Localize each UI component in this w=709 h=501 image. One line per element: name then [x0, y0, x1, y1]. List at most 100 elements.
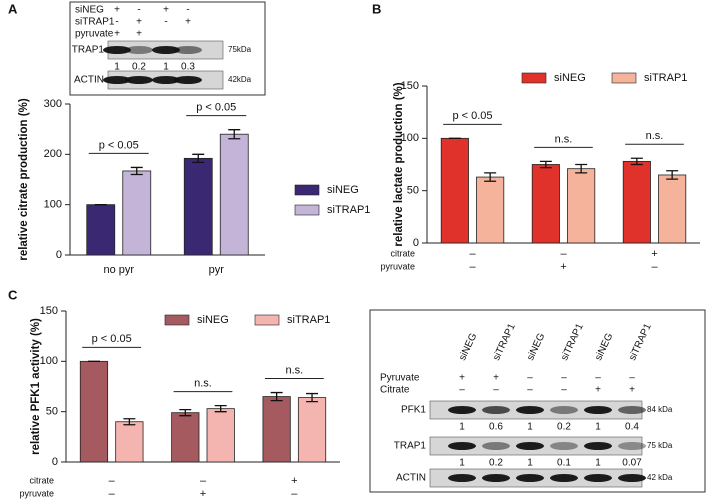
band-quant: 0.07 [622, 458, 642, 469]
condition-value: + [459, 373, 465, 384]
bar [567, 168, 596, 244]
condition-value: + [114, 29, 120, 40]
condition-value: – [595, 373, 601, 384]
bar [658, 174, 687, 244]
x-tick-label: no pyr [103, 264, 134, 276]
panel-label: B [372, 1, 381, 16]
y-axis-label: relative citrate production (%) [18, 98, 30, 260]
condition-value: – [527, 373, 533, 384]
blot-row-label: TRAP1 [72, 45, 105, 56]
condition-value: – [493, 385, 499, 396]
band-quant: 0.4 [625, 422, 639, 433]
blot-row-label: PFK1 [401, 405, 426, 416]
condition-value: - [137, 5, 140, 16]
blot-band [174, 46, 202, 54]
annotation: p < 0.05 [196, 102, 236, 114]
bar [86, 204, 116, 256]
y-tick-label: 300 [44, 98, 62, 110]
bar [79, 360, 109, 463]
error-bar [630, 157, 643, 166]
blot-band [618, 474, 646, 482]
lane-label: siNEG [525, 331, 547, 362]
legend-swatch [294, 184, 320, 196]
bar [183, 157, 213, 256]
annotation: p < 0.05 [92, 333, 132, 345]
condition-value: + [560, 261, 566, 273]
condition-value: – [561, 373, 567, 384]
blot-frame [369, 309, 706, 493]
legend-label: siNEG [327, 184, 359, 196]
band-quant: 0.6 [489, 422, 503, 433]
condition-value: – [109, 475, 116, 487]
band-quant: 1 [527, 458, 533, 469]
band-quant: 0.2 [557, 422, 571, 433]
condition-value: – [109, 488, 116, 500]
band-quant: 1 [595, 458, 601, 469]
error-bar [192, 153, 205, 164]
legend-label: siTRAP1 [287, 314, 330, 326]
band-quant: 1 [459, 458, 465, 469]
blot-band [448, 474, 476, 482]
y-axis-label: relative PFK1 activity (%) [30, 318, 42, 455]
error-bar [666, 170, 679, 180]
condition-value: + [114, 5, 120, 16]
condition-label: pyruvate [19, 488, 54, 498]
y-tick-label: 50 [407, 185, 419, 197]
blot-size: 84 kDa [647, 405, 673, 414]
blot-band [152, 46, 180, 54]
condition-value: + [136, 29, 142, 40]
y-tick-label: 150 [40, 305, 58, 317]
bar [262, 396, 291, 463]
condition-label: siNEG [75, 5, 104, 16]
condition-value: – [291, 488, 298, 500]
blot-band [550, 406, 578, 414]
condition-value: - [186, 5, 189, 16]
condition-value: + [185, 17, 191, 28]
annotation: p < 0.05 [452, 110, 492, 122]
blot-size: 75kDa [228, 45, 252, 54]
legend-swatch [611, 72, 637, 84]
blot-band [103, 76, 131, 84]
blot-band [448, 442, 476, 450]
y-tick-label: 100 [44, 199, 62, 211]
annotation: p < 0.05 [99, 139, 139, 151]
bar [440, 137, 469, 244]
condition-value: + [136, 17, 142, 28]
lane-label: siTRAP1 [559, 322, 586, 363]
annotation: n.s. [555, 133, 573, 145]
band-quant: 1 [459, 422, 465, 433]
lane-label: siTRAP1 [491, 322, 518, 363]
y-tick-label: 0 [52, 456, 58, 468]
blot-size: 42kDa [228, 75, 252, 84]
band-quant: 0.1 [557, 458, 571, 469]
condition-value: – [527, 385, 533, 396]
blot-band [584, 406, 612, 414]
condition-value: + [651, 248, 657, 260]
blot-row-label: TRAP1 [394, 441, 427, 452]
blot-band [516, 474, 544, 482]
blot-band [516, 442, 544, 450]
panel-label: C [8, 287, 18, 302]
band-quant: 1 [163, 62, 169, 73]
legend-swatch [521, 72, 547, 84]
condition-label: pyruvate [380, 261, 415, 271]
blot-band [174, 76, 202, 84]
error-bar [214, 404, 227, 413]
lane-label: siTRAP1 [627, 322, 654, 363]
blot-band [618, 442, 646, 450]
condition-value: – [469, 248, 476, 260]
condition-value: + [493, 373, 499, 384]
annotation: n.s. [646, 130, 664, 142]
blot-band [448, 406, 476, 414]
error-bar [539, 160, 552, 169]
lane-label: siNEG [457, 331, 479, 362]
condition-label: Pyruvate [380, 373, 420, 384]
y-tick-label: 200 [44, 148, 62, 160]
band-quant: 1 [595, 422, 601, 433]
blot-size: 75 kDa [647, 441, 673, 450]
bar [206, 408, 235, 463]
error-bar [270, 391, 283, 402]
condition-value: + [291, 475, 297, 487]
error-bar [179, 409, 192, 417]
